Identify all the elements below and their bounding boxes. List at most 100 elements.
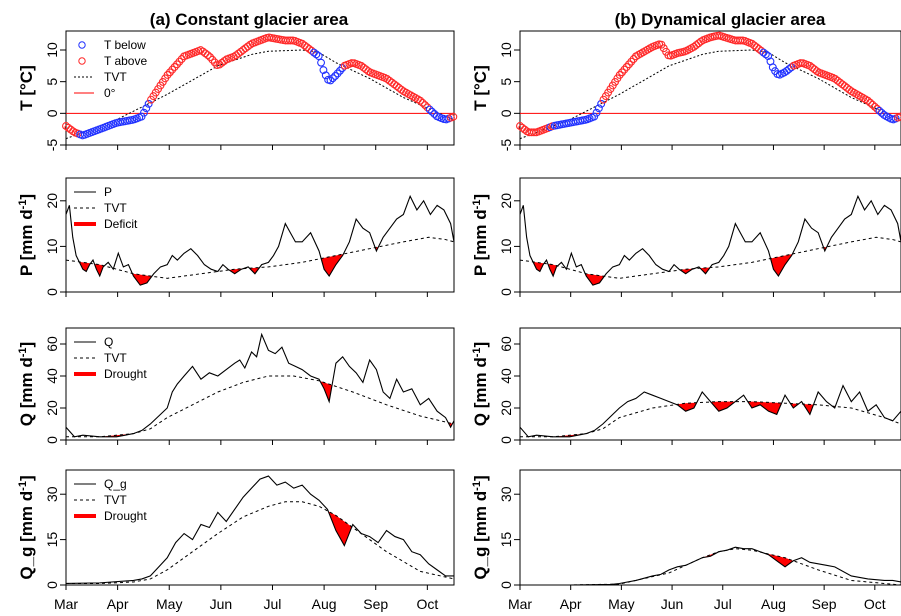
x-tick-label: Apr [107,596,129,612]
temperature-point [625,60,633,69]
y-tick-label: 0 [498,288,514,296]
drought-area [321,254,343,277]
y-axis-label: Q_g [mm d-1] [17,475,36,579]
temperature-point [423,103,432,112]
legend-label: TVT [104,70,127,84]
observed-line [65,194,455,286]
temperature-point [139,108,148,117]
tvt-line [65,49,455,140]
temperature-point [764,52,773,61]
panel-T-b: -5 0 5 10 T [°C] [471,30,901,151]
panel-P-b: 0 10 20 P [mm d-1] [471,177,901,297]
observed-line [520,546,901,586]
x-tick-label: Oct [864,596,886,612]
column-title-a: (a) Constant glacier area [150,10,349,29]
plot-area: -5 0 5 10 T [°C] T below T above TVT 0° -5 0 5 10 T [… [17,30,901,612]
tvt-line [65,236,455,279]
temperature-point [321,71,330,80]
temperature-point [425,105,434,114]
temperature-point [175,57,184,66]
temperature-point [421,101,429,110]
y-tick-label: 60 [44,336,60,352]
temperature-point [165,68,174,77]
legend-label: P [104,185,112,199]
y-tick-label: 10 [498,42,514,58]
y-tick-label: 0 [44,436,60,444]
x-tick-label: Sep [363,596,388,612]
temperature-point [203,51,212,60]
drought-area [700,267,710,274]
temperature-point [144,99,153,108]
legend-label: TVT [104,351,127,365]
temperature-point [590,112,599,121]
legend-entry: TVT [74,351,127,365]
y-axis-label: Q [mm d-1] [471,342,490,426]
y-axis-label: T [°C] [471,65,490,111]
temperature-point [317,58,326,67]
legend-label: Drought [104,367,147,381]
legend-marker [78,57,86,65]
x-tick-label: Jul [714,596,732,612]
temperature-point [594,104,603,113]
y-tick-label: 20 [498,400,514,416]
y-axis-label: P [mm d-1] [17,194,36,276]
legend-label: T below [104,38,146,52]
drought-area [94,263,104,277]
temperature-point [347,59,356,67]
drought-area [132,273,152,286]
panel-Q-a: 0 20 40 60 Q [mm d-1] Q TVT Drought [17,327,455,445]
y-tick-label: 40 [44,368,60,384]
legend-entry: 0° [74,86,116,100]
temperature-point [336,66,344,75]
temperature-point [615,71,624,79]
column-title-b: (b) Dynamical glacier area [615,10,826,29]
temperature-point [416,96,425,105]
panel-frame [519,327,901,441]
legend-label: Drought [104,509,147,523]
y-tick-label: 0 [498,109,514,117]
temperature-point [168,65,177,74]
panel-frame [519,469,901,586]
drought-area [548,263,558,277]
temperature-point [312,50,321,59]
temperature-point [627,57,636,66]
drought-area [677,402,697,412]
temperature-point [449,112,458,121]
legend-label: TVT [104,493,127,507]
panel-frame [65,327,455,441]
temperature-point [620,65,629,74]
temperature-point [163,71,172,79]
y-tick-label: 30 [44,486,60,502]
legend-entry: Q [74,335,113,349]
drought-area [249,267,260,274]
x-tick-label: Mar [508,596,532,612]
legend-label: TVT [104,201,127,215]
temperature-point [622,63,631,71]
legend-entry: P [74,185,112,199]
y-tick-label: -5 [44,139,60,152]
drought-area [585,273,604,286]
temperature-point [875,106,884,115]
y-tick-label: 10 [498,238,514,254]
temperature-point [326,76,335,85]
observed-line [519,384,901,438]
panel-frame [519,177,901,293]
y-axis-label: Q [mm d-1] [17,342,36,426]
legend-entry: Drought [74,367,147,381]
temperature-point [768,63,777,72]
temperature-point [597,99,606,108]
legend-label: T above [104,54,147,68]
legend-entry: Drought [74,509,147,523]
y-axis-label: Q_g [mm d-1] [471,475,490,579]
y-tick-label: 15 [44,532,60,548]
y-axis-label: P [mm d-1] [471,194,490,276]
panel-P-a: 0 10 20 P [mm d-1] P TVT Deficit [17,177,455,297]
observed-line [519,194,901,286]
y-tick-label: 20 [498,193,514,209]
drought-area [448,422,453,428]
panel-Q_g-b: 0 15 30 Q_g [mm d-1] Mar Apr May Jun Jul Aug Sep Oc… [471,469,901,612]
x-tick-label: Aug [761,596,786,612]
y-tick-label: 5 [498,78,514,86]
x-tick-label: Mar [54,596,78,612]
